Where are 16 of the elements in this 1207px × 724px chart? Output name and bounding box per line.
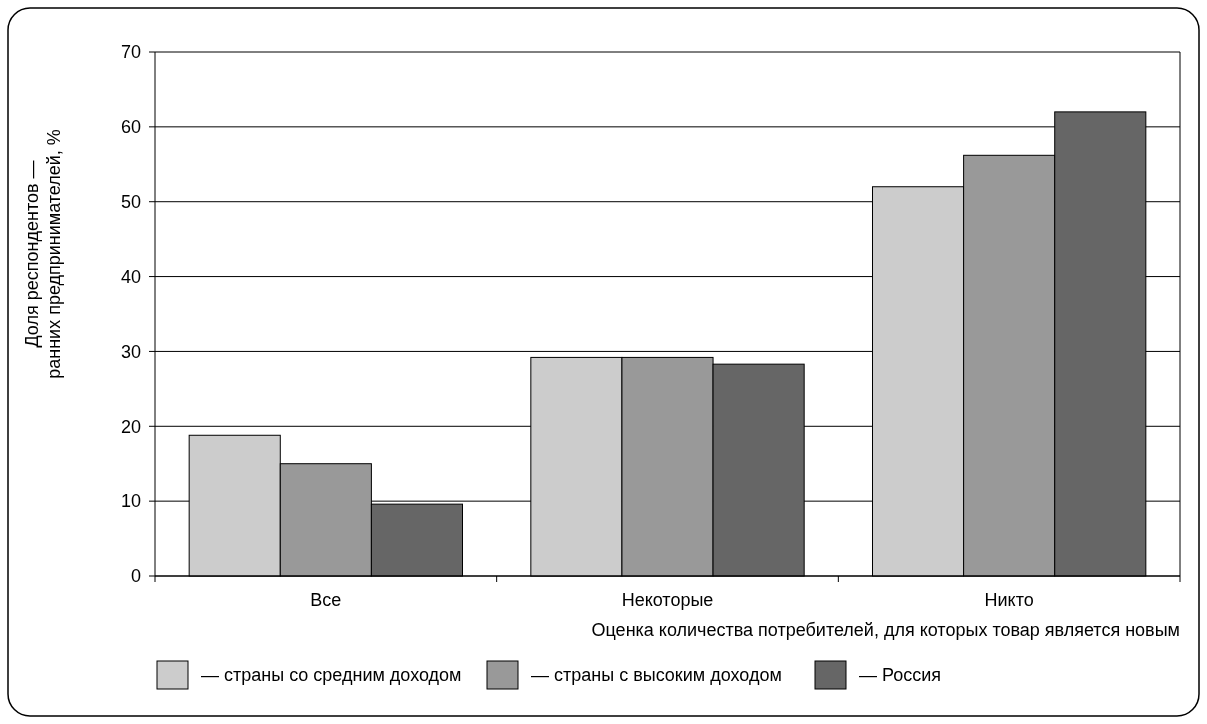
y-tick-label: 70 [120, 42, 141, 63]
y-tick-label: 0 [130, 566, 141, 587]
y-tick-label: 60 [120, 117, 141, 138]
y-tick-label: 40 [120, 266, 141, 287]
y-tick-label: 20 [120, 416, 141, 437]
legend-label: — Россия [859, 665, 942, 686]
x-tick-label: Никто [984, 590, 1034, 610]
y-axis-title: Доля респондентов — ранних предпринимателей, % [22, 129, 64, 379]
legend-label: — страны с высоким доходом [531, 665, 782, 686]
x-axis-title: Оценка количества потребителей, для которых товар является новым [591, 620, 1180, 640]
x-tick-label: Некоторые [621, 590, 714, 610]
y-tick-label: 10 [120, 491, 141, 512]
legend-label: — страны со средним доходом [201, 665, 462, 686]
y-tick-label: 50 [120, 192, 141, 213]
x-tick-label: Все [310, 590, 342, 610]
y-tick-label: 30 [120, 341, 141, 362]
